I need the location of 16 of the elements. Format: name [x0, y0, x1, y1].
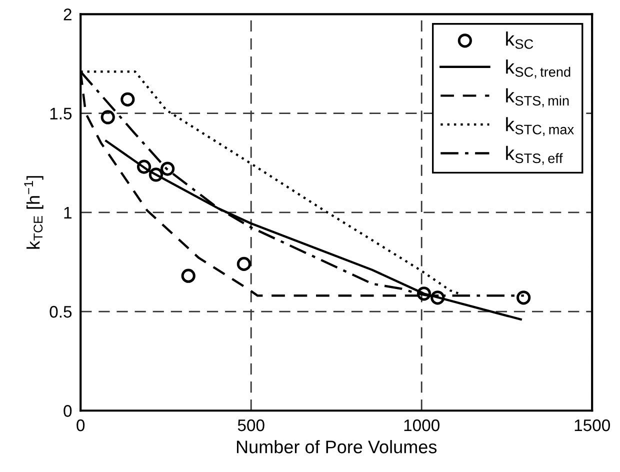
x-tick-label: 1500	[574, 419, 610, 432]
legend-label: k$_{SC,trend}$	[506, 60, 570, 78]
legend-label: k$_{STC,max}$	[506, 117, 574, 136]
x-tick-label: 0	[76, 419, 85, 432]
y-tick-label: 1.5	[50, 108, 72, 120]
y-tick-label: 0.5	[50, 306, 72, 318]
x-tick-label: 1000	[404, 419, 440, 432]
y-tick-label: 1	[64, 206, 72, 218]
legend-label: k$_{SC}$	[506, 32, 534, 49]
y-tick-label: 0	[64, 405, 72, 417]
x-tick-label: 500	[238, 419, 264, 432]
x-axis-title: Number of Pore Volumes	[236, 440, 437, 454]
y-tick-label: 2	[64, 8, 72, 20]
legend-label: k$_{STS,eff}$	[506, 146, 563, 165]
legend-label: k$_{STS,min}$	[506, 88, 569, 108]
y-axis-title: k$_{TCE}$ [h$^{−1}$]	[24, 176, 44, 249]
